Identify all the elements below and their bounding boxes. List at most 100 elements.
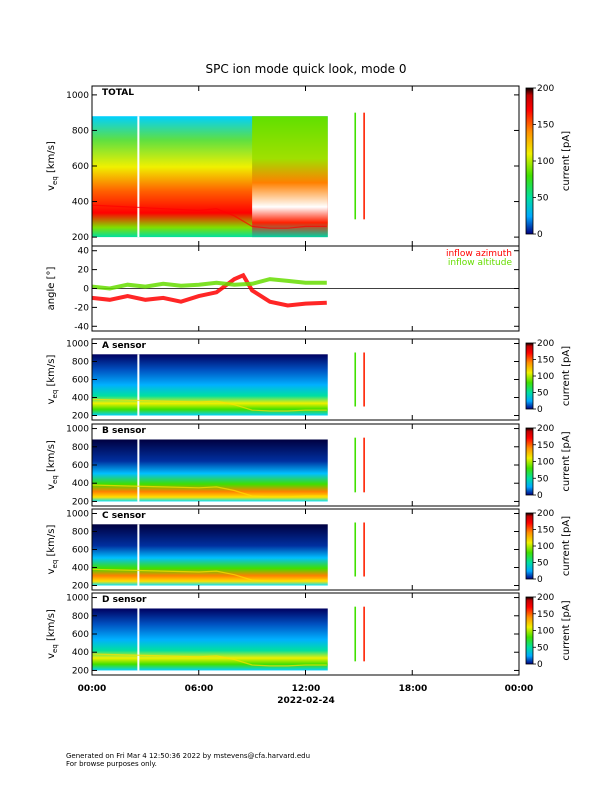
sensor-a-ytick-label-3: 800 <box>72 358 89 368</box>
sensor-d-colorbar-label-2: 100 <box>537 627 554 637</box>
sensor-a-colorbar <box>525 342 534 410</box>
sensor-b-spike-0 <box>354 437 357 493</box>
x-tick-label-2: 12:00 <box>292 684 321 694</box>
sensor-b-data-gap <box>137 439 140 502</box>
sensor-a-spike-1 <box>363 352 365 407</box>
panel-sensor-d: 200 400 600 800 1000 veq [km/s] D sensor 0 50 100… <box>46 592 572 676</box>
sensor-d-colorbar-label-3: 150 <box>537 610 554 620</box>
sensor-d-ytick-label-1: 400 <box>72 648 89 658</box>
sensor-d-spike-0 <box>354 606 357 662</box>
total-colorbar <box>525 87 534 235</box>
angle-ytick-label-2: 0 <box>83 285 89 295</box>
chart-title: SPC ion mode quick look, mode 0 <box>206 62 407 76</box>
sensor-b-ytick-label-0: 200 <box>72 497 89 507</box>
sensor-b-colorbar-label-1: 50 <box>537 474 549 484</box>
sensor-d-colorbar-label-1: 50 <box>537 643 549 653</box>
x-tick-label-0: 00:00 <box>78 684 107 694</box>
sensor-b-spectrogram <box>92 439 328 502</box>
angle-ytick-label-0: -40 <box>74 322 89 332</box>
legend-inflow-altitude: inflow altitude <box>448 258 513 268</box>
footer: Generated on Fri Mar 4 12:50:36 2022 by … <box>66 752 310 768</box>
sensor-c-ylabel: veq [km/s] <box>46 525 59 575</box>
sensor-d-ytick-label-2: 600 <box>72 630 89 640</box>
date-label: 2022-02-24 <box>277 696 335 706</box>
sensor-b-ytick-label-1: 400 <box>72 479 89 489</box>
sensor-a-colorbar-label-2: 100 <box>537 372 554 382</box>
sensor-a-colorbar-title: current [pA] <box>561 346 572 406</box>
sensor-a-ytick-label-4: 1000 <box>66 340 89 350</box>
sensor-a-colorbar-label-3: 150 <box>537 356 554 366</box>
angle-ytick-label-1: -20 <box>74 303 89 313</box>
x-tick-label-1: 06:00 <box>185 684 214 694</box>
sensor-a-ytick-label-0: 200 <box>72 412 89 422</box>
sensor-c-spike-1 <box>363 522 365 577</box>
sensor-a-label: A sensor <box>102 341 147 351</box>
sensor-c-colorbar <box>525 512 534 580</box>
sensor-c-colorbar-label-4: 200 <box>537 509 554 519</box>
sensor-d-peak-trace <box>91 653 327 667</box>
sensor-a-ytick-label-2: 600 <box>72 376 89 386</box>
x-tick-label-3: 18:00 <box>399 684 428 694</box>
sensor-c-ytick-label-2: 600 <box>72 546 89 556</box>
sensor-c-label: C sensor <box>102 511 146 521</box>
sensor-d-colorbar <box>525 596 534 665</box>
sensor-d-ytick-label-0: 200 <box>72 666 89 676</box>
angle-ytick-label-3: 20 <box>78 266 90 276</box>
legend-inflow-azimuth: inflow azimuth <box>446 249 512 259</box>
total-spike-0 <box>354 112 357 220</box>
sensor-a-colorbar-label-0: 0 <box>537 405 543 415</box>
footer-line-2: For browse purposes only. <box>66 760 157 768</box>
sensor-a-ytick-label-1: 400 <box>72 394 89 404</box>
sensor-a-spectrogram <box>92 354 328 416</box>
total-ylabel: veq [km/s] <box>46 141 59 191</box>
sensor-b-spike-1 <box>363 437 365 493</box>
sensor-c-ytick-label-3: 800 <box>72 528 89 538</box>
panel-total: 200 400 600 800 1000 veq [km/s] TOTAL 0 50 100 150… <box>46 84 572 247</box>
series-inflow-azimuth <box>91 272 327 308</box>
sensor-c-colorbar-label-0: 0 <box>537 575 543 585</box>
sensor-b-ytick-label-2: 600 <box>72 461 89 471</box>
total-ytick-label-0: 200 <box>72 233 89 243</box>
sensor-a-spike-0 <box>354 352 357 407</box>
total-ytick-label-2: 600 <box>72 162 89 172</box>
sensor-d-ytick-label-4: 1000 <box>66 594 89 604</box>
total-label: TOTAL <box>102 88 134 98</box>
sensor-b-ytick-label-3: 800 <box>72 443 89 453</box>
total-spectrogram-late <box>252 116 328 238</box>
total-spike-1 <box>363 112 365 220</box>
sensor-a-peak-trace <box>91 398 327 412</box>
sensor-b-colorbar-label-3: 150 <box>537 441 554 451</box>
sensor-d-colorbar-title: current [pA] <box>561 600 572 660</box>
sensor-b-colorbar-label-0: 0 <box>537 491 543 501</box>
angle-ylabel: angle [°] <box>46 267 57 311</box>
total-data-gap <box>137 116 140 238</box>
sensor-c-ytick-label-4: 1000 <box>66 510 89 520</box>
total-colorbar-title: current [pA] <box>561 131 572 191</box>
sensor-d-spike-1 <box>363 606 365 662</box>
sensor-d-ylabel: veq [km/s] <box>46 609 59 659</box>
sensor-c-colorbar-title: current [pA] <box>561 516 572 576</box>
sensor-b-colorbar-label-2: 100 <box>537 458 554 468</box>
sensor-b-colorbar <box>525 427 534 496</box>
sensor-c-colorbar-label-1: 50 <box>537 559 549 569</box>
sensor-a-data-gap <box>137 354 140 416</box>
total-colorbar-label-1: 50 <box>537 194 549 204</box>
sensor-d-ytick-label-3: 800 <box>72 612 89 622</box>
x-tick-label-4: 00:00 <box>505 684 534 694</box>
sensor-b-ylabel: veq [km/s] <box>46 440 59 490</box>
sensor-d-spectrogram <box>92 608 328 671</box>
sensor-c-colorbar-label-2: 100 <box>537 542 554 552</box>
panel-sensor-c: 200 400 600 800 1000 veq [km/s] C sensor 0 50 100… <box>46 508 572 592</box>
sensor-c-peak-trace <box>91 568 327 582</box>
total-peak-trace <box>91 204 327 229</box>
panel-sensor-b: 200 400 600 800 1000 veq [km/s] B sensor 0 50 100… <box>46 423 572 507</box>
total-colorbar-label-0: 0 <box>537 230 543 240</box>
sensor-c-spectrogram <box>92 524 328 586</box>
total-colorbar-label-4: 200 <box>537 84 554 94</box>
sensor-b-ytick-label-4: 1000 <box>66 425 89 435</box>
total-colorbar-label-3: 150 <box>537 121 554 131</box>
total-ytick-label-3: 800 <box>72 126 89 136</box>
sensor-c-ytick-label-0: 200 <box>72 582 89 592</box>
total-ytick-label-4: 1000 <box>66 91 89 101</box>
